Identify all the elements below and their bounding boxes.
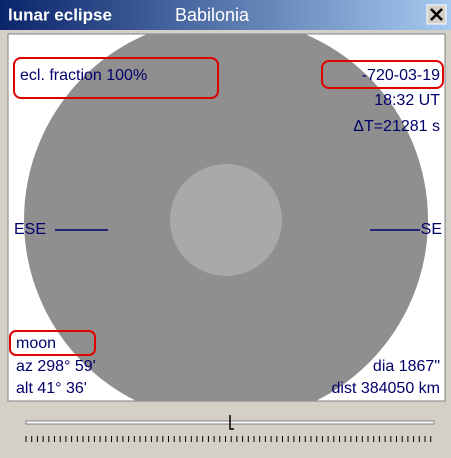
eclipse-fraction: ecl. fraction 100% — [20, 67, 147, 84]
close-button[interactable] — [426, 4, 447, 25]
date: -720-03-19 — [362, 67, 440, 84]
title-bar — [0, 0, 451, 30]
azimuth: az 298° 59' — [16, 358, 96, 375]
object-name: moon — [16, 335, 56, 352]
highlight-box — [13, 57, 219, 99]
time: 18:32 UT — [374, 92, 440, 109]
left-direction: ESE — [14, 221, 46, 238]
right-direction: SE — [421, 221, 442, 238]
altitude: alt 41° 36' — [16, 380, 87, 397]
window-location: Babilonia — [175, 5, 250, 25]
umbra-center — [170, 164, 282, 276]
delta-t: ΔT=21281 s — [353, 118, 440, 135]
highlight-box — [9, 330, 96, 356]
distance: dist 384050 km — [331, 380, 440, 397]
diameter: dia 1867" — [373, 358, 440, 375]
highlight-box — [321, 60, 444, 89]
time-slider[interactable] — [25, 415, 435, 442]
window-title: lunar eclipse — [8, 5, 112, 24]
